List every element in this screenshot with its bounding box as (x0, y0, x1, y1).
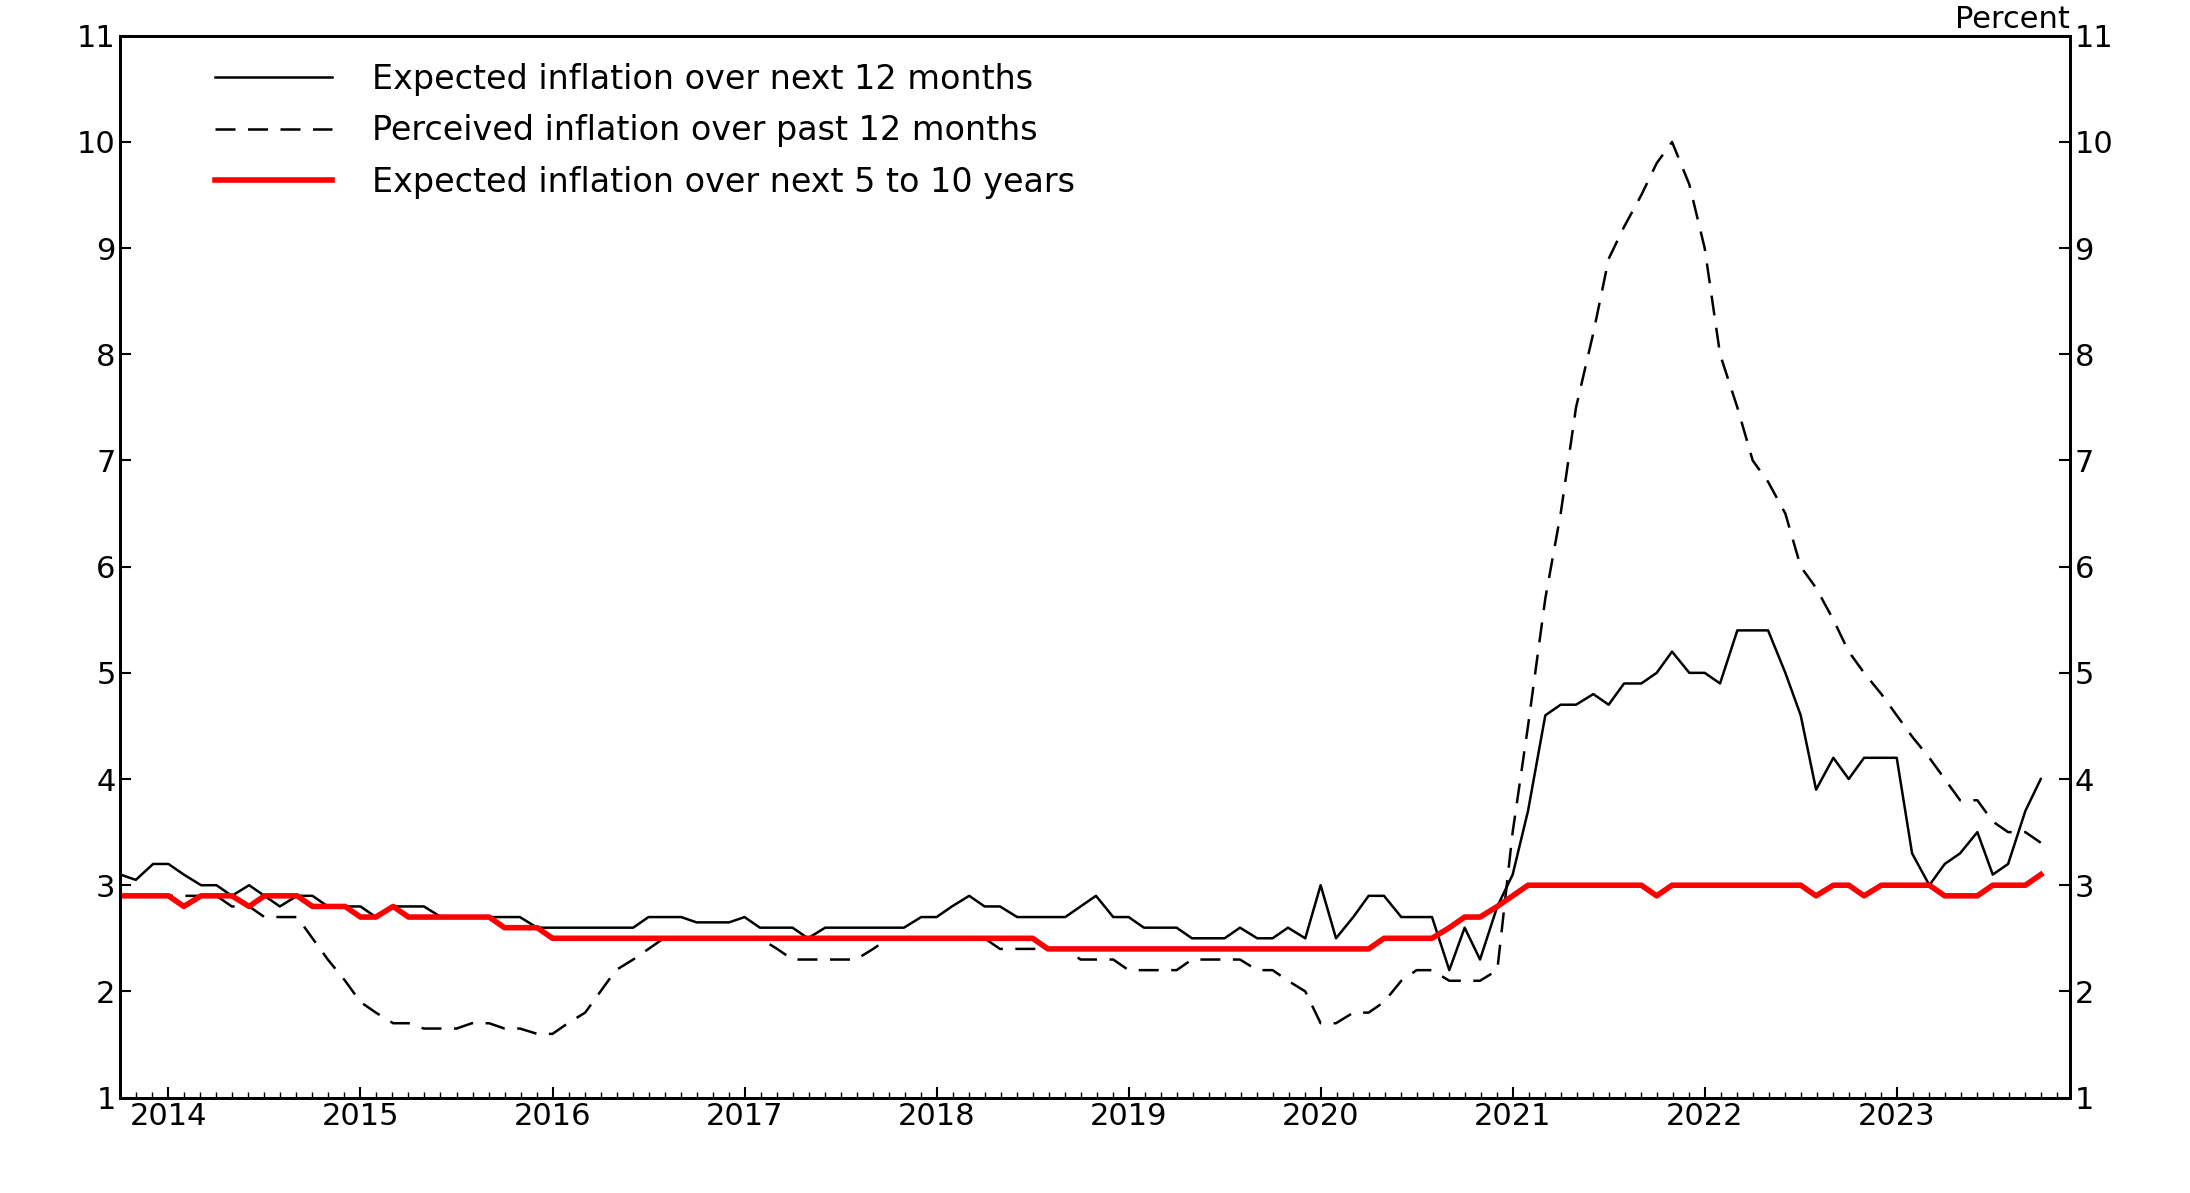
Perceived inflation over past 12 months (523, 1027, 550, 1041)
Line: Perceived inflation over past 12 months: Perceived inflation over past 12 months (120, 142, 2041, 1034)
Perceived inflation over past 12 months (1323, 1016, 1349, 1031)
Expected inflation over next 12 months (2028, 772, 2054, 786)
Line: Expected inflation over next 12 months: Expected inflation over next 12 months (120, 630, 2041, 970)
Text: Percent: Percent (1956, 5, 2070, 33)
Expected inflation over next 5 to 10 years (2028, 867, 2054, 882)
Expected inflation over next 12 months (1932, 857, 1958, 871)
Expected inflation over next 5 to 10 years (554, 931, 580, 945)
Expected inflation over next 5 to 10 years (1036, 941, 1062, 956)
Perceived inflation over past 12 months (300, 931, 326, 945)
Expected inflation over next 5 to 10 years (107, 889, 134, 903)
Expected inflation over next 5 to 10 years (300, 900, 326, 914)
Legend: Expected inflation over next 12 months, Perceived inflation over past 12 months,: Expected inflation over next 12 months, … (215, 63, 1075, 199)
Perceived inflation over past 12 months (107, 889, 134, 903)
Perceived inflation over past 12 months (1419, 963, 1445, 977)
Expected inflation over next 12 months (924, 910, 950, 925)
Expected inflation over next 12 months (300, 889, 326, 903)
Perceived inflation over past 12 months (1658, 135, 1684, 149)
Perceived inflation over past 12 months (572, 1006, 598, 1020)
Expected inflation over next 12 months (1437, 963, 1463, 977)
Perceived inflation over past 12 months (940, 931, 966, 945)
Expected inflation over next 5 to 10 years (1916, 878, 1943, 892)
Perceived inflation over past 12 months (1932, 772, 1958, 786)
Expected inflation over next 12 months (1307, 878, 1334, 892)
Expected inflation over next 5 to 10 years (1323, 941, 1349, 956)
Expected inflation over next 5 to 10 years (924, 931, 950, 945)
Expected inflation over next 12 months (1404, 910, 1430, 925)
Expected inflation over next 12 months (554, 921, 580, 935)
Expected inflation over next 12 months (1724, 623, 1750, 637)
Expected inflation over next 12 months (107, 867, 134, 882)
Line: Expected inflation over next 5 to 10 years: Expected inflation over next 5 to 10 yea… (120, 874, 2041, 948)
Expected inflation over next 5 to 10 years (1419, 931, 1445, 945)
Perceived inflation over past 12 months (2028, 835, 2054, 849)
